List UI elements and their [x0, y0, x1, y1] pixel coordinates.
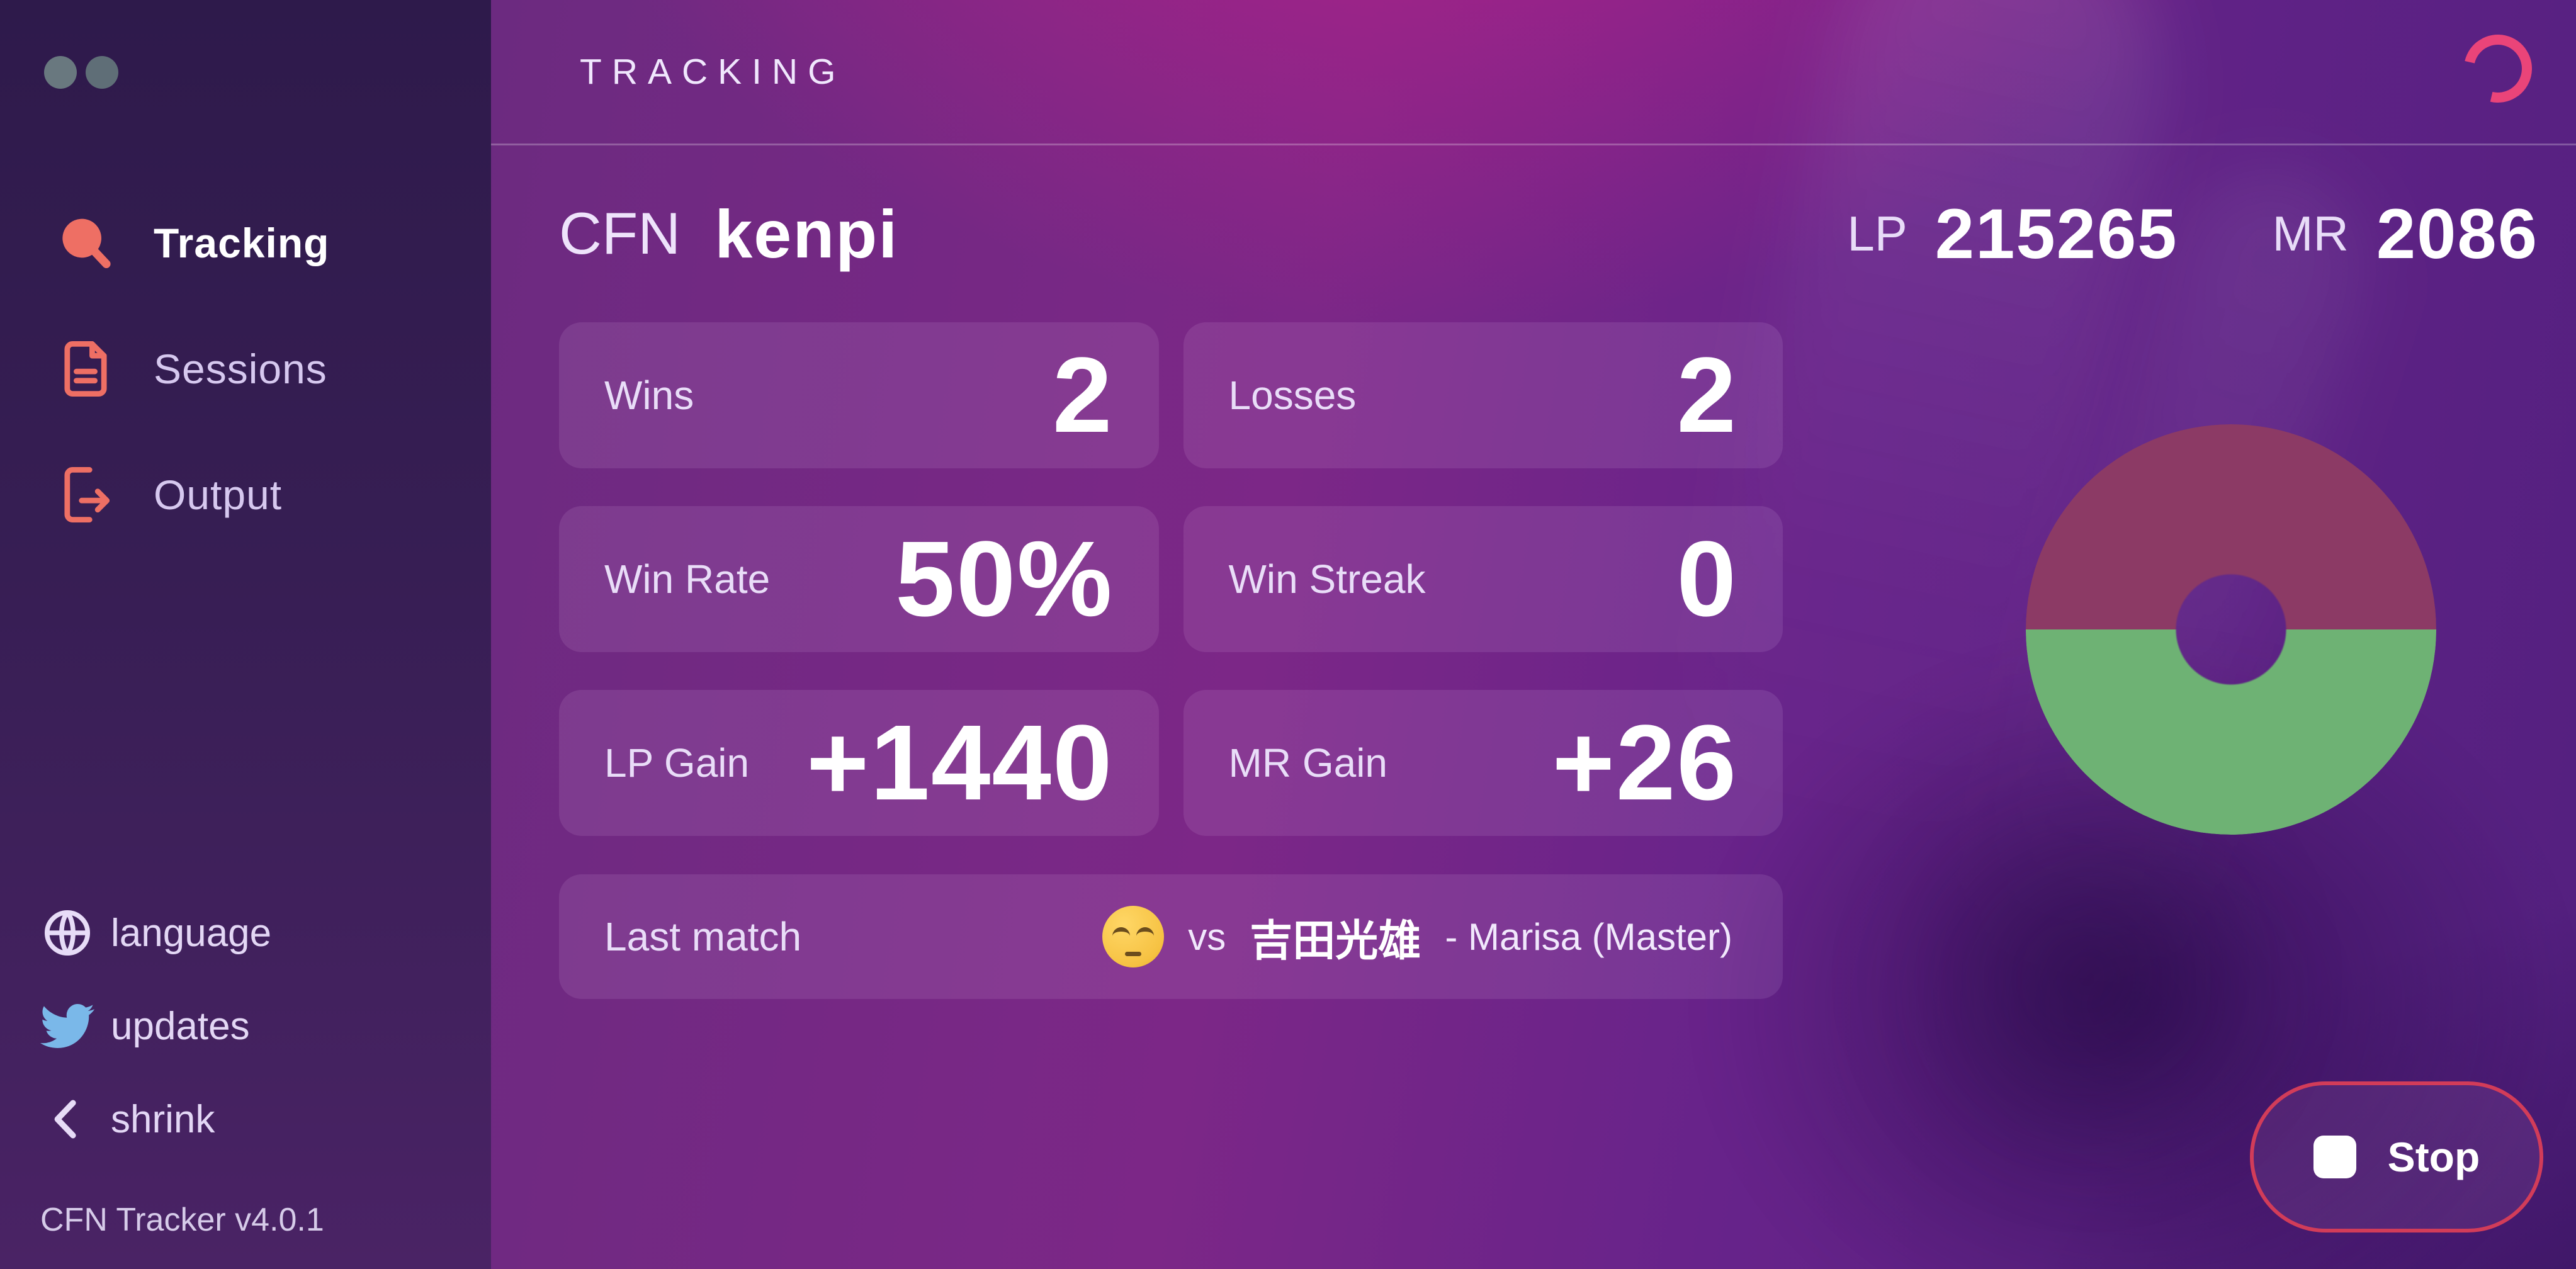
- export-icon: [54, 463, 117, 526]
- search-icon: [54, 212, 117, 274]
- mr-label: MR: [2272, 205, 2349, 261]
- stat-label: Win Rate: [604, 556, 771, 602]
- stop-button-label: Stop: [2387, 1134, 2480, 1180]
- sidebar-item-label: Output: [154, 471, 283, 518]
- opponent-character-rank: - Marisa (Master): [1445, 915, 1732, 958]
- globe-icon: [40, 906, 94, 960]
- stat-value: +26: [1552, 703, 1737, 823]
- sidebar-item-label: Tracking: [154, 220, 330, 266]
- sidebar-item-output[interactable]: Output: [54, 432, 472, 558]
- stop-icon: [2313, 1136, 2356, 1178]
- sidebar-nav: Tracking Sessions: [54, 180, 472, 558]
- stat-value: 50%: [895, 519, 1114, 639]
- lp-value: 215265: [1935, 194, 2178, 273]
- cfn-label: CFN: [559, 200, 681, 266]
- sidebar-item-updates[interactable]: updates: [40, 979, 324, 1073]
- sidebar-item-label: language: [111, 911, 272, 955]
- last-match-result: vs 吉田光雄 - Marisa (Master): [1102, 906, 1732, 968]
- stat-label: Losses: [1228, 373, 1357, 418]
- loading-spinner-icon: [2451, 21, 2545, 116]
- sidebar-item-tracking[interactable]: Tracking: [54, 180, 472, 306]
- sidebar-item-label: shrink: [111, 1097, 215, 1141]
- sidebar-item-label: updates: [111, 1004, 250, 1048]
- page-title: TRACKING: [580, 52, 846, 92]
- stat-card-wins: Wins 2: [559, 322, 1159, 468]
- sidebar-item-language[interactable]: language: [40, 886, 324, 979]
- sidebar-footer: language updates shrink CFN Tracker v: [40, 886, 324, 1239]
- player-name: kenpi: [715, 195, 899, 272]
- sidebar-item-label: Sessions: [154, 346, 327, 392]
- twitter-icon: [40, 999, 94, 1053]
- stat-value: +1440: [806, 703, 1114, 823]
- sidebar-item-shrink[interactable]: shrink: [40, 1073, 324, 1166]
- chevron-left-icon: [40, 1092, 94, 1146]
- stat-label: Wins: [604, 373, 694, 418]
- stat-card-win-streak: Win Streak 0: [1183, 506, 1783, 652]
- sidebar: Tracking Sessions: [0, 0, 491, 1269]
- stop-button[interactable]: Stop: [2250, 1081, 2543, 1232]
- stat-value: 0: [1676, 519, 1737, 639]
- app-version-label: CFN Tracker v4.0.1: [40, 1202, 324, 1238]
- stat-card-losses: Losses 2: [1183, 322, 1783, 468]
- top-bar: TRACKING: [491, 0, 2576, 145]
- lp-label: LP: [1847, 205, 1907, 261]
- stat-label: LP Gain: [604, 740, 750, 786]
- stat-label: MR Gain: [1228, 740, 1388, 786]
- vs-label: vs: [1188, 915, 1226, 958]
- stat-cards-grid: Wins 2 Losses 2 Win Rate 50% Win Streak …: [559, 322, 1783, 836]
- player-header: CFN kenpi LP 215265 MR 2086: [559, 186, 2538, 281]
- last-match-card: Last match vs 吉田光雄 - Marisa (Master): [559, 874, 1783, 999]
- opponent-name: 吉田光雄: [1250, 916, 1421, 965]
- stat-value: 2: [1676, 336, 1737, 455]
- last-match-label: Last match: [604, 914, 802, 959]
- mr-value: 2086: [2376, 194, 2538, 273]
- rank-values: LP 215265 MR 2086: [1847, 193, 2538, 274]
- pensive-face-emoji: [1102, 906, 1165, 967]
- window-controls: [44, 56, 118, 89]
- window-dot-1[interactable]: [44, 56, 77, 89]
- window-dot-2[interactable]: [86, 56, 118, 89]
- document-icon: [54, 337, 117, 400]
- main-panel: TRACKING CFN kenpi LP 215265 MR 2086 Win…: [491, 0, 2576, 1269]
- sidebar-item-sessions[interactable]: Sessions: [54, 306, 472, 432]
- winrate-donut-chart: [2026, 424, 2436, 835]
- stat-card-mr-gain: MR Gain +26: [1183, 690, 1783, 836]
- stat-value: 2: [1052, 336, 1114, 455]
- stat-card-win-rate: Win Rate 50%: [559, 506, 1159, 652]
- stat-label: Win Streak: [1228, 556, 1426, 602]
- stat-card-lp-gain: LP Gain +1440: [559, 690, 1159, 836]
